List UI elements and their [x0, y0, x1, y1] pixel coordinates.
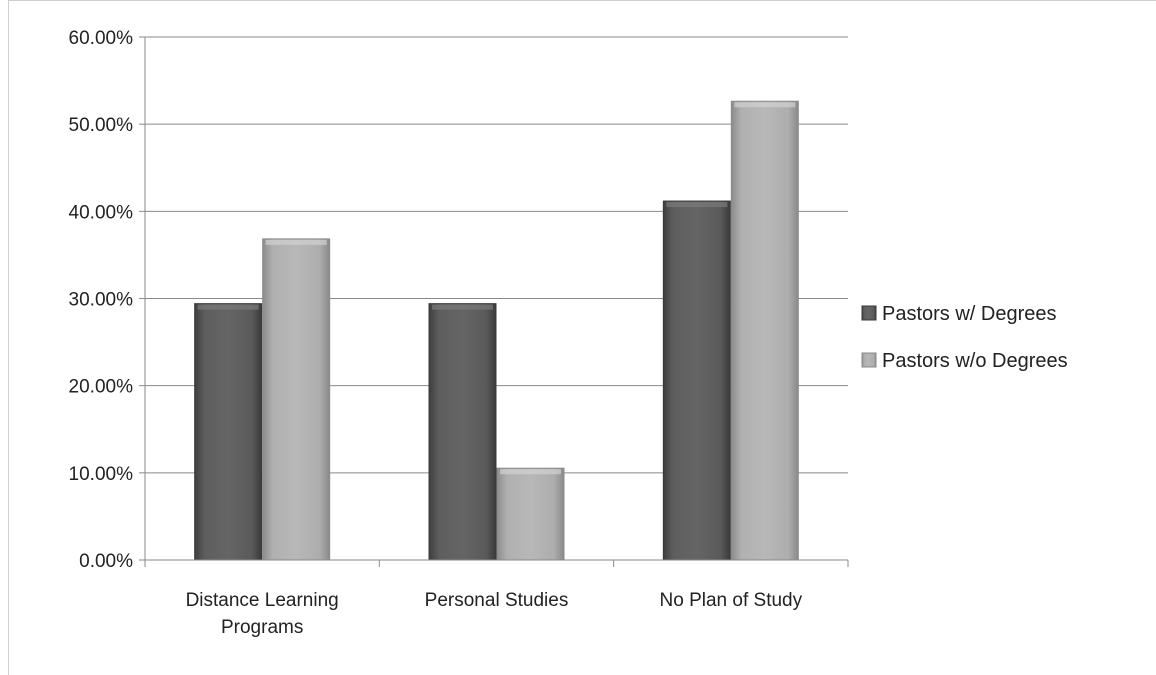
y-tick-label: 0.00% — [79, 551, 133, 572]
legend-label: Pastors w/ Degrees — [882, 303, 1057, 325]
y-tick-label: 40.00% — [69, 202, 134, 223]
x-tick-label: Personal Studies — [425, 590, 569, 611]
bar-top-highlight — [432, 305, 493, 310]
bars — [195, 101, 799, 560]
bar-top-highlight — [500, 469, 561, 474]
bar-top-highlight — [734, 102, 795, 107]
legend-swatch — [862, 353, 876, 367]
y-tick-label: 60.00% — [69, 28, 134, 49]
y-axis-tick-labels: 0.00% 10.00% 20.00% 30.00% 40.00% 50.00% 60.00… — [69, 28, 134, 572]
bar-top-highlight — [266, 240, 327, 245]
y-tick-label: 20.00% — [69, 377, 134, 398]
bar-top-highlight — [198, 305, 259, 310]
x-axis-tick-labels: Distance Learning Programs Personal Studie… — [186, 590, 803, 638]
bar-with-degrees — [663, 201, 730, 560]
y-tick-label: 50.00% — [69, 115, 134, 136]
bar-with-degrees — [195, 304, 262, 560]
bar-top-highlight — [666, 202, 727, 207]
bar-without-degrees — [497, 468, 564, 560]
x-tick-label: Distance Learning — [186, 590, 339, 611]
x-tick-label: Programs — [221, 617, 303, 638]
bar-without-degrees — [731, 101, 798, 560]
y-tick-label: 30.00% — [69, 290, 134, 311]
legend: Pastors w/ Degrees Pastors w/o Degrees — [862, 303, 1068, 372]
legend-label: Pastors w/o Degrees — [882, 350, 1068, 372]
legend-swatch — [862, 306, 876, 320]
x-tick-label: No Plan of Study — [660, 590, 803, 611]
bar-without-degrees — [263, 239, 330, 560]
y-tick-label: 10.00% — [69, 464, 134, 485]
bar-with-degrees — [429, 304, 496, 560]
